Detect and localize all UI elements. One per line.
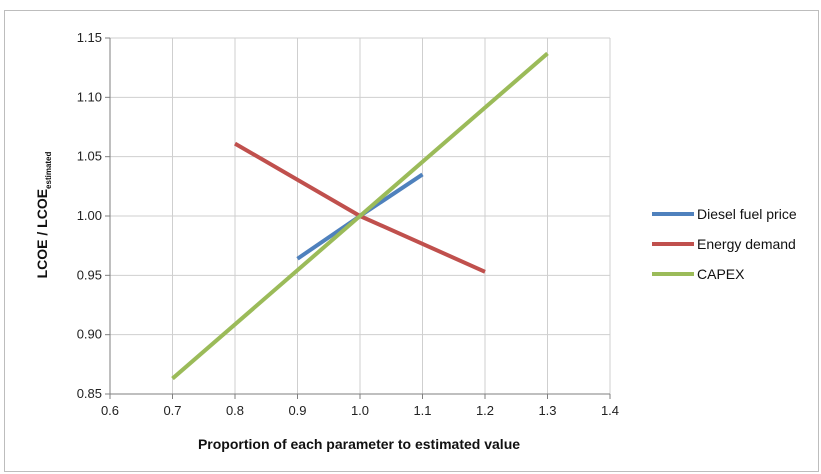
x-tick-labels: 0.6 0.7 0.8 0.9 1.0 1.1 1.2 1.3 1.4 [101, 403, 619, 418]
x-tick-label: 1.2 [476, 403, 494, 418]
series-lines [171, 51, 549, 381]
x-tick-label: 1.4 [601, 403, 619, 418]
x-tick-label: 1.3 [538, 403, 556, 418]
x-tick-label: 0.7 [163, 403, 181, 418]
y-tick-label: 0.90 [77, 327, 102, 342]
x-axis-label: Proportion of each parameter to estimate… [198, 436, 520, 452]
y-tick-label: 0.85 [77, 386, 102, 401]
y-tick-label: 1.05 [77, 149, 102, 164]
y-tick-label: 1.15 [77, 30, 102, 45]
axes [105, 37, 611, 399]
y-tick-label: 0.95 [77, 267, 102, 282]
y-tick-labels: 0.85 0.90 0.95 1.00 1.05 1.10 1.15 [77, 30, 102, 401]
series-line-capex [171, 51, 549, 381]
legend-label: Diesel fuel price [697, 206, 797, 222]
x-tick-label: 1.1 [413, 403, 431, 418]
x-tick-label: 0.8 [226, 403, 244, 418]
x-tick-label: 0.6 [101, 403, 119, 418]
y-tick-label: 1.00 [77, 208, 102, 223]
legend: Diesel fuel price Energy demand CAPEX [652, 206, 797, 282]
y-tick-label: 1.10 [77, 89, 102, 104]
y-axis-label-main: LCOE / LCOE [34, 189, 50, 278]
legend-label: CAPEX [697, 266, 745, 282]
y-axis-label: LCOE / LCOEestimated [34, 151, 53, 278]
y-axis-label-subscript: estimated [44, 151, 53, 188]
legend-label: Energy demand [697, 236, 796, 252]
x-tick-label: 1.0 [351, 403, 369, 418]
x-tick-label: 0.9 [288, 403, 306, 418]
